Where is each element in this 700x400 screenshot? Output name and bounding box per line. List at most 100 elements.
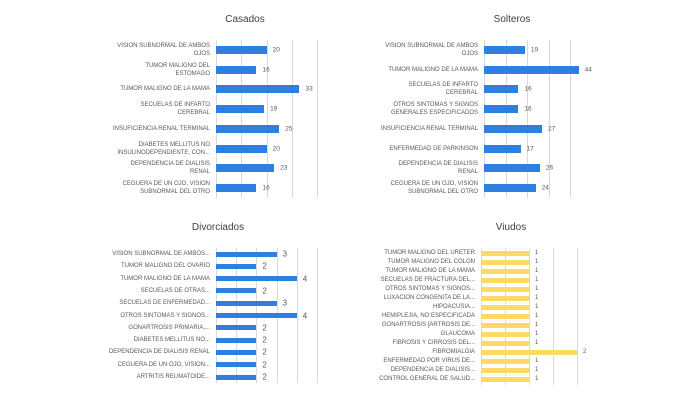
solteros-bar [484, 105, 519, 114]
divorciados-bar [216, 276, 297, 282]
casados-data-label: 23 [280, 164, 288, 172]
viudos-data-label: 1 [535, 340, 539, 346]
casados-gridline [266, 40, 268, 198]
solteros-data-label: 24 [541, 184, 549, 192]
viudos-category-label: TUMOR MALIGNO DE LA MAMA [385, 268, 475, 274]
divorciados-category-label: TUMOR MALIGNO DE LA MAMA [120, 275, 210, 282]
solteros-bar [484, 164, 540, 173]
divorciados-category-label: CEGUERA DE UN OJO, VISION... [117, 361, 210, 368]
viudos-data-label: 1 [535, 277, 539, 283]
viudos-data-label: 1 [535, 376, 539, 382]
viudos-bar [481, 349, 577, 355]
viudos-data-label: 1 [535, 358, 539, 364]
viudos-bar [481, 313, 529, 319]
viudos-bar [481, 268, 529, 274]
solteros-bar [484, 85, 519, 94]
divorciados-data-label: 2 [262, 372, 267, 382]
casados-bar [216, 183, 257, 192]
solteros-data-label: 16 [524, 105, 532, 113]
divorciados-data-label: 2 [262, 261, 267, 271]
viudos-data-label: 1 [535, 295, 539, 301]
solteros-category-label: VISION SUBNORMAL DE AMBOS OJOS [385, 43, 478, 57]
viudos-data-label: 1 [535, 304, 539, 310]
viudos-category-label: HEMIPLEJIA, NO ESPECIFICADA [381, 313, 475, 319]
divorciados-category-label: OTROS SINTOMAS Y SIGNOS... [120, 312, 210, 319]
solteros-data-label: 44 [584, 66, 592, 74]
viudos-gridline [529, 248, 530, 385]
divorciados-bar [216, 251, 277, 257]
viudos-bar [481, 376, 529, 382]
divorciados-bar [216, 337, 257, 343]
viudos-chart-title: Viudos [495, 222, 527, 233]
solteros-data-label: 16 [524, 85, 532, 93]
viudos-data-label: 2 [583, 349, 587, 355]
solteros-category-label: CEGUERA DE UN OJO, VISION SUBNORMAL DEL … [390, 180, 478, 195]
casados-bar [216, 144, 267, 153]
viudos-data-label: 1 [535, 286, 539, 292]
viudos-data-label: 1 [535, 322, 539, 328]
viudos-bar [481, 286, 529, 292]
viudos-category-label: LUXACION CONGENITA DE LA... [383, 295, 475, 301]
solteros-category-label: ENFERMEDAD DE PARKINSON [389, 145, 478, 152]
divorciados-chart-title: Divorciados [191, 222, 245, 233]
divorciados-bar [216, 313, 297, 318]
casados-chart-title: Casados [225, 14, 265, 25]
divorciados-data-label: 2 [262, 360, 267, 370]
divorciados-bar [216, 325, 257, 331]
divorciados-category-label: SECUELAS DE ENFERMEDAD... [119, 300, 210, 307]
viudos-bar [481, 367, 529, 373]
casados-category-label: DIABETES MELLITUS NO INSULINODEPENDIENTE… [117, 141, 210, 156]
casados-data-label: 20 [272, 145, 280, 152]
solteros-bar [484, 124, 543, 133]
divorciados-bar [216, 374, 257, 380]
viudos-category-label: FIBROMIALGIA [432, 349, 475, 355]
viudos-bar [481, 358, 529, 364]
viudos-bar [481, 304, 529, 310]
viudos-category-label: TUMOR MALIGNO DEL URETER [384, 250, 475, 256]
solteros-gridline [505, 40, 507, 198]
solteros-bar [484, 65, 579, 74]
solteros-gridline [570, 40, 571, 198]
solteros-bar [484, 183, 536, 192]
divorciados-data-label: 4 [302, 311, 308, 320]
divorciados-category-label: DIABETES MELLITUS NO... [133, 337, 210, 344]
casados-category-label: INSUFICIENCIA RENAL TERMINAL [112, 125, 210, 132]
divorciados-bar [216, 288, 257, 294]
viudos-category-label: OTROS SINTOMAS Y SIGNOS... [385, 286, 475, 292]
casados-category-label: DEPENDENCIA DE DIALISIS RENAL [130, 161, 210, 176]
solteros-gridline [548, 40, 550, 198]
viudos-data-label: 1 [535, 331, 539, 337]
casados-gridline [216, 40, 217, 198]
viudos-bar [481, 277, 529, 283]
viudos-bar [481, 322, 529, 328]
viudos-data-label: 1 [535, 268, 539, 274]
solteros-chart-title: Solteros [493, 14, 531, 25]
viudos-category-label: HIPOACUSIA... [432, 304, 475, 310]
divorciados-gridline [317, 248, 318, 383]
viudos-bar [481, 259, 529, 265]
divorciados-data-label: 2 [262, 286, 267, 296]
divorciados-data-label: 2 [262, 335, 267, 345]
casados-gridline [291, 40, 293, 198]
divorciados-category-label: TUMOR MALIGNO DEL OVARIO [120, 263, 210, 270]
casados-gridline [241, 40, 243, 198]
divorciados-data-label: 2 [262, 323, 267, 333]
viudos-gridline [553, 248, 554, 385]
casados-data-label: 16 [262, 184, 270, 192]
casados-bar [216, 164, 275, 173]
divorciados-category-label: GONARTROSIS PRIMARIA,... [128, 324, 210, 331]
casados-bar [216, 85, 300, 94]
divorciados-bar [216, 300, 277, 306]
casados-data-label: 20 [272, 46, 280, 54]
casados-bar [216, 65, 257, 74]
casados-data-label: 16 [262, 66, 270, 74]
divorciados-bar [216, 349, 257, 355]
viudos-bar [481, 331, 529, 337]
solteros-data-label: 26 [545, 164, 554, 172]
viudos-category-label: TUMOR MALIGNO DEL COLON [387, 259, 475, 265]
viudos-bar [481, 340, 529, 346]
divorciados-gridline [296, 248, 298, 383]
solteros-category-label: INSUFICIENCIA RENAL TERMINAL [380, 125, 478, 132]
casados-bar [216, 46, 267, 54]
